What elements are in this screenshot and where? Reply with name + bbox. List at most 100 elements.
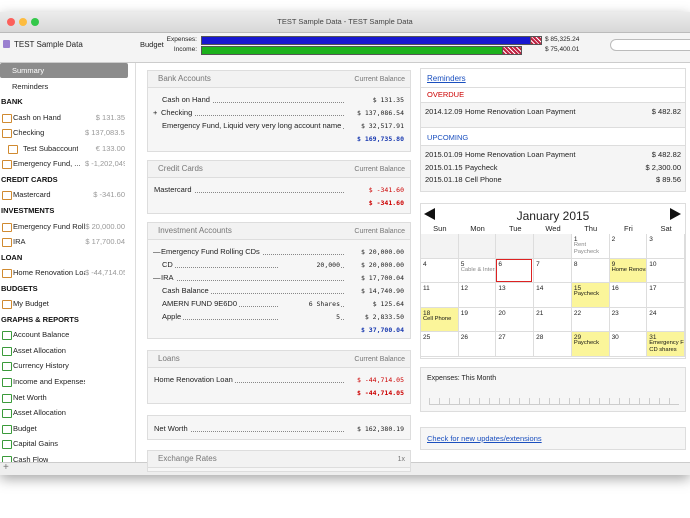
item-icon <box>2 222 12 232</box>
prev-arrow[interactable] <box>424 208 435 220</box>
sidebar-item[interactable]: Emergency Fund, ... <box>13 159 81 169</box>
day-cell[interactable]: 3 <box>647 234 685 259</box>
column-header[interactable]: Current Balance <box>354 76 405 83</box>
day-cell[interactable]: 19 <box>458 307 497 333</box>
day-cell[interactable]: 15 Paycheck <box>571 283 610 308</box>
sidebar-item[interactable]: Account Balance <box>13 330 70 340</box>
panel-header-bg <box>148 351 410 368</box>
reminder-name[interactable]: Home Renovation Loan Payment <box>465 150 576 159</box>
day-cell[interactable]: 1 Rent Paycheck <box>571 234 610 259</box>
sidebar-item[interactable]: Home Renovation Loan <box>13 268 85 278</box>
day-note: Emergency Fu <box>649 340 685 347</box>
sidebar-item[interactable]: Checking <box>13 128 45 138</box>
day-cell[interactable]: 31 Emergency Fu CD shares <box>647 332 685 357</box>
sidebar-item[interactable]: Emergency Fund Rolli... <box>13 221 85 231</box>
amount: $ 131.35 <box>344 95 404 105</box>
window-button[interactable] <box>19 18 27 26</box>
day-cell[interactable]: 12 <box>458 283 497 308</box>
day-cell[interactable]: 27 <box>496 332 535 357</box>
reminders-panel: Reminders OVERDUE 2014.12.09 Home Renovatio… <box>420 68 686 192</box>
column-header[interactable]: Current Balance <box>354 356 405 363</box>
sidebar-item[interactable]: Income and Expenses <box>13 377 85 386</box>
column-header[interactable]: Current Balance <box>354 228 405 235</box>
reminder-date[interactable]: 2015.01.09 <box>425 150 463 159</box>
panel-title[interactable]: Credit Cards <box>158 164 203 173</box>
window-button[interactable] <box>31 18 39 26</box>
day-number: 5 <box>460 260 465 268</box>
section-heading: BANK <box>1 97 23 107</box>
panel-title[interactable]: Loans <box>158 354 180 363</box>
day-cell[interactable]: 8 <box>571 258 610 284</box>
day-number: 15 <box>573 285 582 293</box>
day-cell[interactable]: 20 <box>496 307 535 333</box>
day-cell[interactable]: 16 <box>609 283 648 308</box>
day-cell[interactable]: 29 Paycheck <box>571 332 610 357</box>
day-cell[interactable]: 9 Home Renova <box>609 258 648 284</box>
day-cell[interactable]: 17 <box>647 283 685 308</box>
sidebar-item[interactable]: Net Worth <box>13 392 47 402</box>
day-cell[interactable]: 5 Cable & Intern <box>458 258 497 284</box>
amount: $ -44,714.05 <box>344 375 404 385</box>
sidebar-item[interactable]: Budget <box>13 423 37 433</box>
day-cell[interactable]: 28 <box>534 332 572 357</box>
day-cell[interactable]: 10 <box>647 258 685 284</box>
window-button[interactable] <box>7 18 15 26</box>
sidebar-item[interactable]: Capital Gains <box>13 439 59 449</box>
updates-link[interactable]: Check for new updates/extensions <box>427 434 542 443</box>
day-number: 23 <box>611 309 619 317</box>
panel-title[interactable]: Bank Accounts <box>158 74 211 83</box>
expander[interactable]: — <box>153 273 161 282</box>
reminder-date[interactable]: 2015.01.18 <box>425 175 463 184</box>
sidebar-item[interactable]: IRA <box>13 237 26 247</box>
day-cell[interactable]: 2 <box>609 234 648 259</box>
sidebar-item[interactable]: Mastercard <box>13 190 51 200</box>
day-cell[interactable]: 30 <box>609 332 648 357</box>
day-cell[interactable]: 18 Cell Phone <box>421 307 459 333</box>
expander[interactable]: + <box>153 108 158 117</box>
budget-selector[interactable]: Budget <box>140 40 164 49</box>
sidebar-item[interactable]: Reminders <box>12 81 49 91</box>
day-cell[interactable]: 13 <box>496 283 535 308</box>
reminder-name[interactable]: Paycheck <box>465 162 498 172</box>
sidebar-item[interactable]: Asset Allocation <box>13 408 66 418</box>
sidebar-item[interactable]: Asset Allocation <box>13 345 66 355</box>
sidebar-item[interactable]: My Budget <box>13 299 49 309</box>
day-cell[interactable]: 24 <box>647 307 685 333</box>
add-button[interactable]: + <box>3 462 9 473</box>
day-cell[interactable]: 11 <box>421 283 459 308</box>
day-cell[interactable]: 23 <box>609 307 648 333</box>
day-cell[interactable]: 21 <box>534 307 572 333</box>
day-number: 3 <box>649 236 653 243</box>
column-header[interactable]: 1x <box>397 456 405 463</box>
reminder-name[interactable]: Cell Phone <box>465 175 502 184</box>
expenses-title[interactable]: Expenses: This Month <box>427 375 497 382</box>
reminder-date[interactable]: 2014.12.09 <box>425 107 463 116</box>
sidebar-item[interactable]: Currency History <box>13 361 69 371</box>
reminder-name[interactable]: Home Renovation Loan Payment <box>465 107 576 116</box>
sidebar-item[interactable]: Test Subaccount <box>23 143 79 153</box>
reminders-link[interactable]: Reminders <box>427 74 466 83</box>
day-cell[interactable]: 25 <box>421 332 459 357</box>
expander[interactable]: — <box>153 247 161 256</box>
day-number: 10 <box>649 260 657 268</box>
file-name[interactable]: TEST Sample Data <box>14 40 83 49</box>
day-cell[interactable]: 6 <box>496 258 535 284</box>
sidebar-item[interactable]: Cash Flow <box>13 454 49 462</box>
reminder-date[interactable]: 2015.01.15 <box>425 162 463 172</box>
calendar: January 2015 Sun Mon Tue Wed Thu Fri Sat 1 Rent Pa… <box>420 203 686 359</box>
day-cell[interactable]: 7 <box>534 258 572 284</box>
sidebar-item[interactable]: Summary <box>12 66 45 75</box>
day-cell[interactable]: 26 <box>458 332 497 357</box>
search-field[interactable] <box>610 39 690 51</box>
sidebar-item[interactable]: Cash on Hand <box>13 112 61 122</box>
panel-title[interactable]: Exchange Rates <box>158 454 217 463</box>
day-cell[interactable]: 14 <box>534 283 572 308</box>
day-number: 14 <box>536 285 544 293</box>
row-label: Apple <box>162 312 184 322</box>
next-arrow[interactable] <box>670 208 681 220</box>
panel-title[interactable]: Investment Accounts <box>158 226 232 235</box>
income-bar <box>201 46 503 55</box>
column-header[interactable]: Current Balance <box>354 166 405 173</box>
day-cell[interactable]: 22 <box>571 307 610 333</box>
day-cell[interactable]: 4 <box>421 258 459 284</box>
